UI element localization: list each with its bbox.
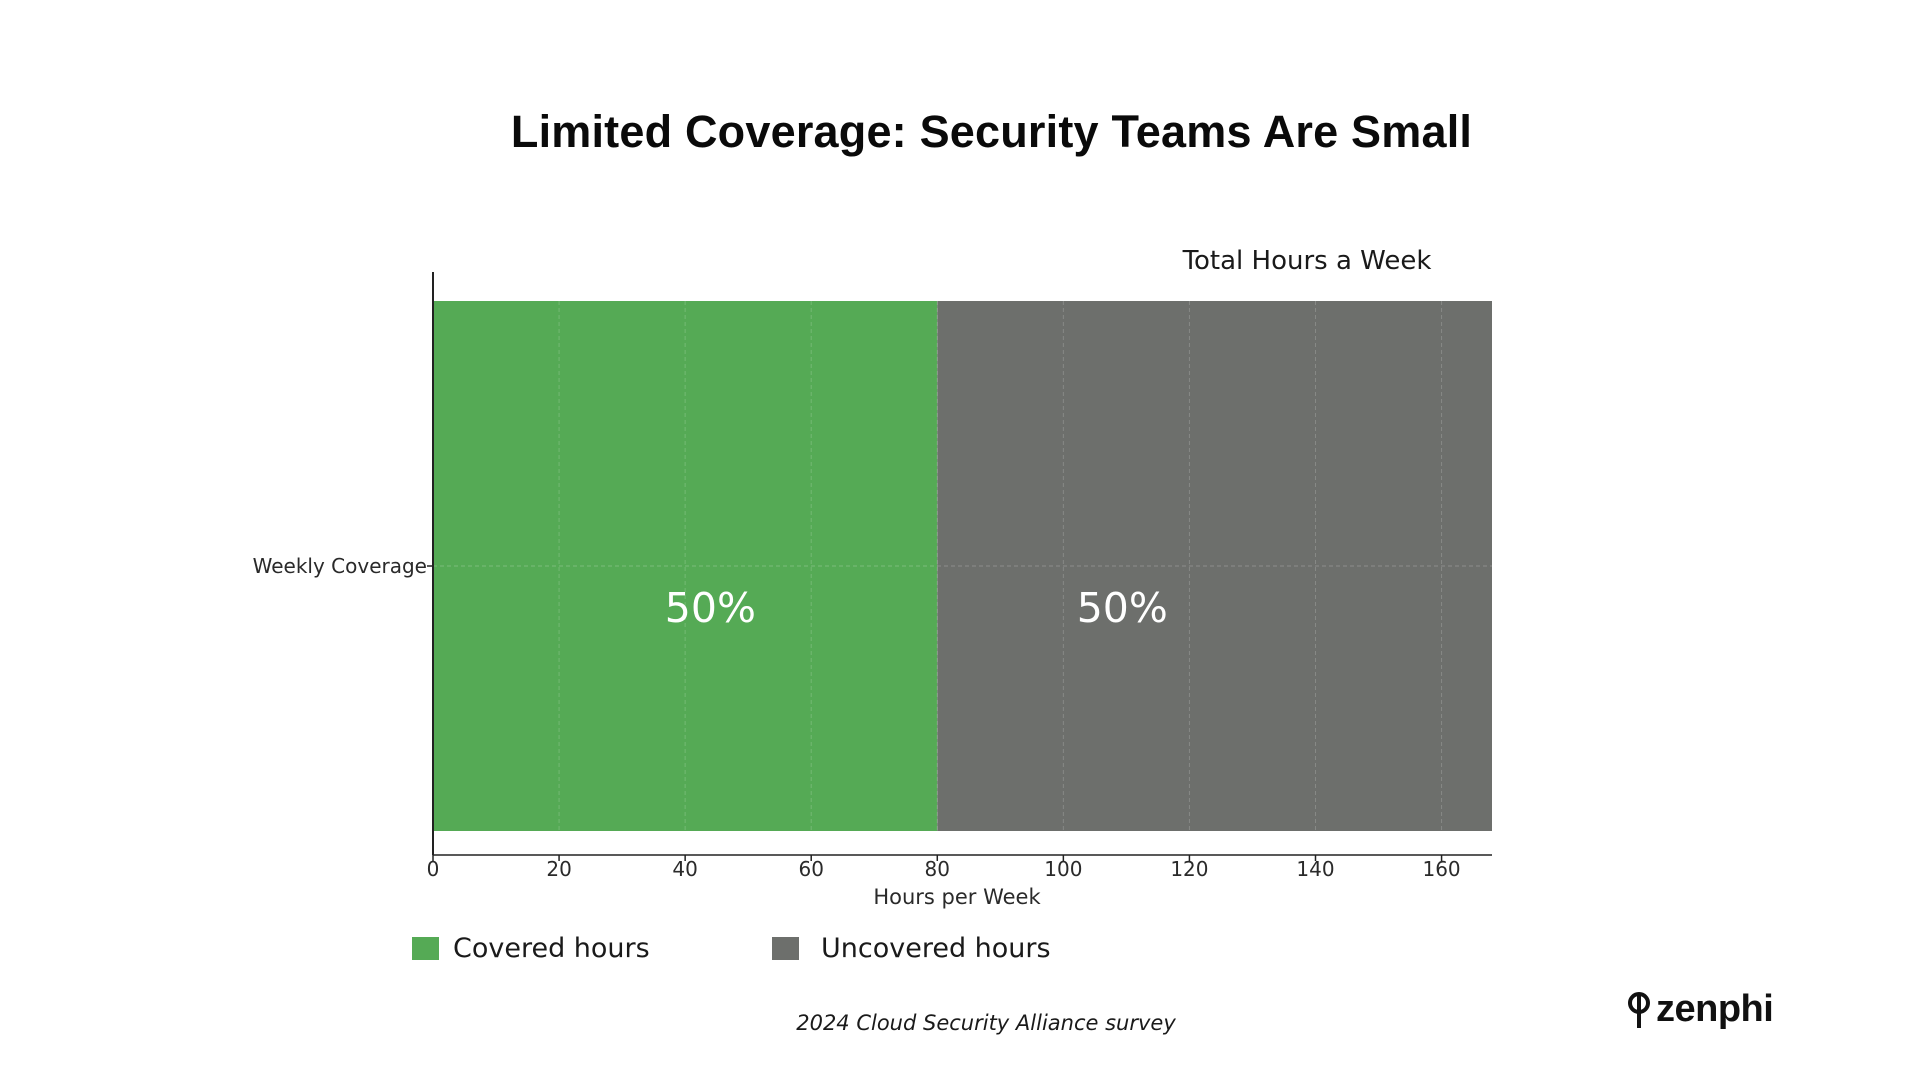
x-tick-label: 20: [546, 857, 571, 881]
legend-item-covered: Covered hours: [412, 933, 650, 964]
source-caption: 2024 Cloud Security Alliance survey: [796, 1011, 1176, 1035]
x-tick-label: 0: [427, 857, 440, 881]
x-tick-label: 80: [925, 857, 950, 881]
bar-segment-covered: [433, 301, 938, 831]
logo-wordmark: zenphi: [1656, 988, 1774, 1030]
legend-swatch-uncovered: [772, 937, 799, 960]
zenphi-logo-icon: [1628, 991, 1650, 1028]
x-axis-label: Hours per Week: [873, 885, 1041, 909]
y-tick-label: Weekly Coverage: [253, 554, 427, 578]
legend-swatch-covered: [412, 937, 439, 960]
data-label-covered: 50%: [665, 584, 756, 632]
legend-label-covered: Covered hours: [453, 933, 650, 964]
bar-segment-uncovered: [937, 301, 1492, 831]
x-tick-label: 140: [1296, 857, 1334, 881]
x-tick-label: 120: [1170, 857, 1208, 881]
chart-title: Limited Coverage: Security Teams Are Sma…: [510, 106, 1473, 157]
annotation-total-hours: Total Hours a Week: [1182, 246, 1432, 276]
legend-item-uncovered: Uncovered hours: [772, 933, 1051, 964]
legend-label-uncovered: Uncovered hours: [821, 933, 1051, 964]
x-tick-label: 40: [672, 857, 697, 881]
x-tick-label: 60: [798, 857, 823, 881]
data-label-uncovered: 50%: [1077, 584, 1168, 632]
x-tick-label: 160: [1422, 857, 1460, 881]
x-tick-label: 100: [1044, 857, 1082, 881]
company-logo: zenphi: [1626, 988, 1774, 1031]
